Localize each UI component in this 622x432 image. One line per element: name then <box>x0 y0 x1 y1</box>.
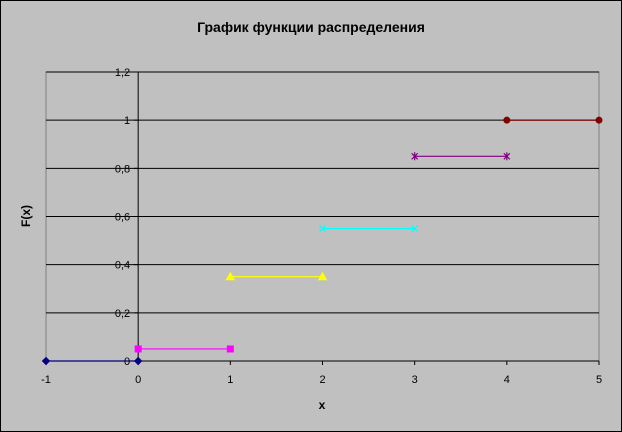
series-1-point-1 <box>226 345 234 353</box>
series-5-point-1 <box>595 116 603 124</box>
y-tick-label-0: 0 <box>124 356 130 368</box>
series-2-point-0 <box>225 271 236 281</box>
series-group <box>41 116 603 366</box>
x-tick-label-0: -1 <box>41 374 51 386</box>
series-5-point-0 <box>503 116 511 124</box>
y-tick-label-4: 0,8 <box>115 163 130 175</box>
tick-labels: 0 0,2 0,4 0,6 0,8 1 1,2 -1 0 1 2 3 4 5 <box>41 67 602 386</box>
x-tick-label-4: 3 <box>412 374 418 386</box>
y-tick-label-6: 1,2 <box>115 67 130 79</box>
y-tick-label-1: 0,2 <box>115 308 130 320</box>
x-tick-label-6: 5 <box>596 374 602 386</box>
series-0 <box>41 356 143 366</box>
series-0-point-0 <box>41 356 51 366</box>
series-3-point-0 <box>319 225 326 232</box>
x-tick-label-5: 4 <box>504 374 510 386</box>
x-tick-label-3: 2 <box>319 374 325 386</box>
series-0-point-1 <box>133 356 143 366</box>
series-2-point-1 <box>317 271 328 281</box>
chart-title: График функции распределения <box>197 19 425 35</box>
series-4-point-1 <box>503 152 511 161</box>
y-tick-label-3: 0,6 <box>115 212 130 224</box>
series-1 <box>134 345 234 353</box>
series-4 <box>411 152 511 161</box>
series-5 <box>503 116 603 124</box>
series-1-point-0 <box>134 345 142 353</box>
series-3 <box>319 225 419 232</box>
series-2 <box>225 271 328 281</box>
x-tick-label-2: 1 <box>227 374 233 386</box>
series-4-point-0 <box>411 152 419 161</box>
x-axis-title: x <box>319 398 326 412</box>
x-tick-label-1: 0 <box>135 374 141 386</box>
y-tick-label-5: 1 <box>124 115 130 127</box>
y-axis-title: F(x) <box>19 205 33 227</box>
series-3-point-1 <box>411 225 419 232</box>
y-tick-label-2: 0,4 <box>115 260 130 272</box>
